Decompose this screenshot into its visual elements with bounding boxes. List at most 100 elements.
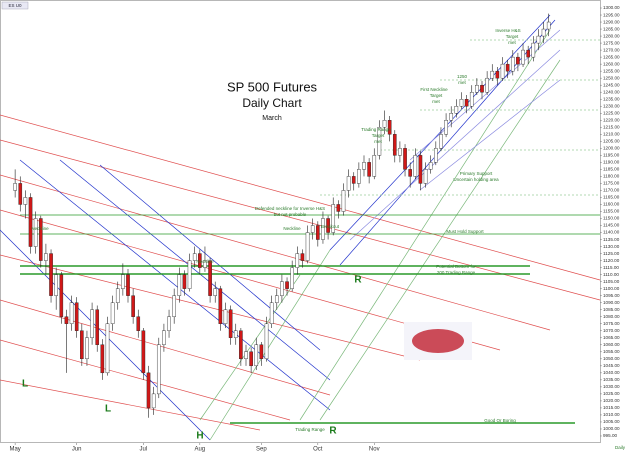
annotation: Trading Range [295,427,325,432]
candle-body [110,302,115,324]
candle-body [100,344,105,374]
y-tick-label: 1000.00 [603,426,620,431]
y-tick-label: 1030.00 [603,384,620,389]
candle-body [536,35,541,44]
candle-body [182,274,187,289]
candle-body [285,281,289,289]
candle-body [74,302,79,331]
y-tick-label: 1085.00 [603,307,620,312]
candle-body [95,309,100,345]
symbol-tag [1,1,29,10]
candle-body [351,176,356,184]
y-tick-label: 1055.00 [603,349,620,354]
trend-line [199,274,301,421]
y-tick-label: 1070.00 [603,328,620,333]
y-tick-label: 1020.00 [603,398,620,403]
trend-line [99,164,321,351]
candle-body [336,204,341,212]
candle-body [146,372,151,409]
annotation: 1250 [457,74,468,79]
y-tick-label: 1250.00 [603,75,620,80]
candle-body [480,84,484,93]
candle-body [172,295,176,317]
y-tick-label: 1300.00 [603,5,620,10]
y-tick-label: 1235.00 [603,96,620,101]
candle-body [213,288,218,296]
candle-body [203,260,207,268]
x-tick-label: Aug [194,447,205,453]
candle-body [444,120,448,135]
y-tick-label: 1275.00 [603,40,620,45]
annotation: Breakout [321,224,340,229]
candle-body [244,351,248,360]
candle-body [413,155,418,177]
annotation: Uncertain holding area [453,177,499,182]
trend-line [59,159,331,381]
candle-body [326,218,330,233]
y-tick-label: 1160.00 [603,202,620,207]
annotation: 200 Trading Range [437,270,476,275]
y-tick-label: 1175.00 [603,181,620,186]
candle-body [280,281,284,296]
y-tick-label: 1025.00 [603,391,620,396]
y-tick-label: 1220.00 [603,117,620,122]
y-tick-label: 1015.00 [603,405,620,410]
candle-body [208,260,212,296]
annotation: First Neckline [420,87,448,92]
candle-body [377,127,382,156]
y-tick-label: 1230.00 [603,103,620,108]
x-tick-label: Jun [72,447,82,453]
candle-body [541,28,546,37]
annotation: Defended neckline for Inverse H&S [255,206,325,211]
y-tick-label: 1285.00 [603,26,620,31]
candle-body [295,253,300,268]
logo [404,322,472,360]
candle-body [423,169,428,184]
y-tick-label: 1225.00 [603,110,620,115]
trend-lines [0,14,601,441]
x-tick-label: Oct [313,447,323,453]
y-tick-label: 1115.00 [603,265,619,270]
annotation: Target [372,133,385,138]
y-tick-label: 1100.00 [603,286,620,291]
trend-line [0,229,211,441]
y-tick-label: 1210.00 [603,132,620,137]
candle-body [418,155,423,184]
candle-body [490,70,495,79]
candle-body [198,253,202,268]
candle-body [269,302,274,324]
y-tick-label: 1010.00 [603,412,620,417]
annotation: Daily [615,445,626,450]
y-tick-label: 1130.00 [603,244,620,249]
x-tick-label: Sep [256,447,267,453]
x-tick-label: Jul [140,447,148,453]
trend-line [0,174,551,331]
y-tick-label: 1110.00 [603,272,619,277]
logo-shape [412,329,464,353]
annotation: Inverse H&S [495,28,520,33]
y-tick-label: 1095.00 [603,293,620,298]
trend-line [209,249,331,441]
candle-body [23,197,28,205]
y-tick-label: 1295.00 [603,12,620,17]
annotation: Neckline [196,259,214,264]
candle-body [485,77,489,93]
annotation: met [458,80,466,85]
annotation: Neckline [31,226,49,231]
annotation: Neckline [283,226,301,231]
y-tick-label: 1150.00 [603,216,620,221]
candle-body [69,302,74,324]
candle-body [239,330,243,360]
candle-body [357,169,361,184]
candle-body [187,260,192,289]
annotation: met [432,99,440,104]
y-tick-label: 1255.00 [603,68,620,73]
candle-body [362,162,366,170]
trend-line [0,114,601,281]
candle-body [439,134,443,149]
candle-body [531,42,536,58]
candle-body [398,148,402,156]
y-tick-label: 1180.00 [603,174,620,179]
candle-body [382,120,387,128]
y-tick-label: 1205.00 [603,139,620,144]
